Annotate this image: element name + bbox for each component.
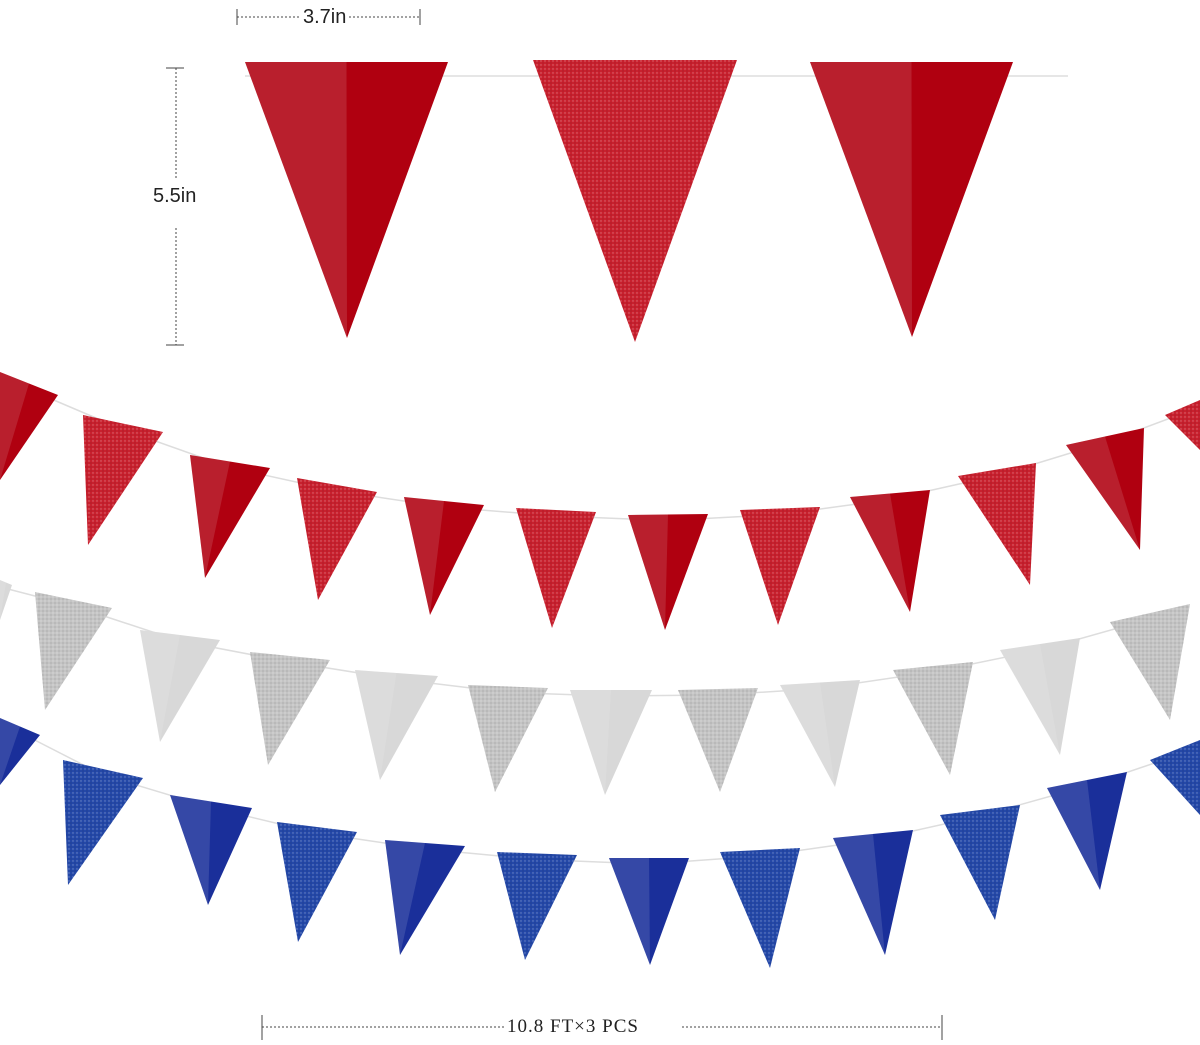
red-pennant-1	[0, 372, 58, 480]
silver-pennant-1	[0, 580, 12, 620]
blue-pennant-1-sheen	[0, 718, 20, 785]
silver-pennant-5	[355, 670, 438, 780]
red-pennant-3	[190, 455, 270, 578]
silver-pennant-12-texture	[1110, 604, 1190, 720]
blue-pennant-9-sheen	[833, 834, 885, 955]
blue-pennant-11	[1047, 772, 1127, 890]
blue-pennant-8-texture	[720, 848, 800, 968]
silver-pennant-4-texture	[250, 652, 330, 765]
silver-pennant-7-sheen	[570, 690, 611, 795]
red-pennant-5-sheen	[404, 497, 444, 615]
silver-pennant-6-texture	[468, 685, 548, 792]
blue-pennant-2-texture	[63, 760, 143, 885]
blue-pennant-4-texture	[277, 822, 357, 942]
silver-pennant-5-sheen	[355, 670, 397, 780]
red-pennant-7	[628, 514, 708, 630]
large-pennant-1-sheen	[245, 62, 347, 338]
red-pennant-9	[850, 490, 930, 612]
red-pennant-3-sheen	[190, 455, 230, 578]
silver-pennant-3-sheen	[140, 630, 180, 742]
silver-pennant-1-sheen	[0, 580, 6, 620]
blue-pennant-10-texture	[940, 805, 1020, 920]
silver-pennant-2-texture	[35, 592, 112, 710]
blue-pennant-3-sheen	[170, 795, 211, 905]
red-pennant-9-sheen	[850, 493, 910, 612]
length-dimension-label: 10.8 FT×3 PCS	[505, 1016, 641, 1038]
silver-pennant-9-sheen	[780, 682, 835, 787]
silver-pennant-11-sheen	[1000, 644, 1060, 755]
blue-pennant-11-sheen	[1047, 780, 1100, 890]
red-pennant-4-texture	[297, 478, 377, 600]
blue-pennant-6-texture	[497, 852, 577, 960]
blue-pennant-9	[833, 830, 913, 955]
red-pennant-8-texture	[740, 507, 820, 625]
blue-pennant-7	[609, 858, 689, 965]
large-pennant-2-texture	[533, 60, 737, 342]
height-dimension-label: 5.5in	[153, 185, 197, 208]
silver-pennant-7	[570, 690, 652, 795]
large-pennant-3-sheen	[810, 62, 912, 337]
silver-pennant-3	[140, 630, 220, 742]
red-pennant-11-sheen	[1066, 436, 1140, 550]
red-pennant-5	[404, 497, 484, 615]
red-pennant-6-texture	[516, 508, 596, 628]
silver-pennant-11	[1000, 638, 1080, 755]
large-pennant-3	[810, 62, 1013, 337]
silver-pennant-8-texture	[678, 688, 758, 792]
silver-pennant-9	[780, 680, 860, 787]
blue-pennant-1	[0, 718, 40, 785]
silver-pennant-10-texture	[893, 662, 973, 775]
red-pennant-7-sheen	[628, 514, 668, 630]
red-pennant-11	[1066, 428, 1144, 550]
blue-pennant-5-sheen	[385, 840, 425, 955]
red-pennant-2-texture	[83, 415, 163, 545]
blue-pennant-5	[385, 840, 465, 955]
red-pennant-10-texture	[958, 463, 1036, 585]
width-dimension-label: 3.7in	[300, 6, 350, 29]
large-pennant-1	[245, 62, 448, 338]
red-pennant-12-texture	[1165, 400, 1200, 450]
blue-pennant-7-sheen	[609, 858, 650, 965]
red-pennant-1-sheen	[0, 372, 29, 480]
blue-pennant-3	[170, 795, 252, 905]
blue-pennant-12-texture	[1150, 740, 1200, 815]
